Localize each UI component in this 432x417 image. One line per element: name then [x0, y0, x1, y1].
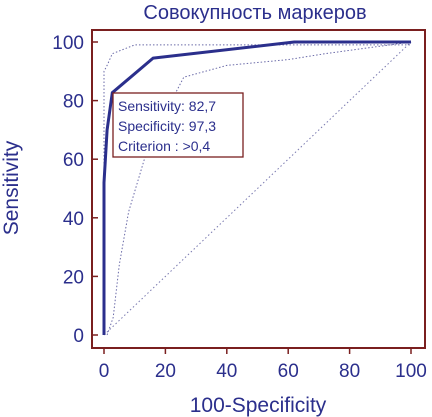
y-axis-ticks: 0 20 40 60 80 100: [52, 33, 98, 347]
x-axis-ticks: 0 20 40 60 80 100: [99, 348, 427, 382]
annotation-criterion: Criterion : >0,4: [118, 138, 210, 154]
chart-title: Совокупность маркеров: [143, 2, 366, 24]
x-axis-label: 100-Specificity: [190, 394, 327, 417]
y-tick-label: 100: [52, 33, 84, 54]
x-tick-label: 100: [395, 361, 427, 382]
x-tick-label: 0: [99, 361, 110, 382]
y-tick-label: 40: [63, 209, 84, 230]
plot-lines: [102, 40, 412, 336]
criterion-annotation: Sensitivity: 82,7 Specificity: 97,3 Crit…: [112, 92, 244, 158]
y-tick-label: 0: [73, 326, 84, 347]
x-tick-label: 60: [278, 361, 299, 382]
y-axis-label: Sensitivity: [0, 140, 23, 235]
diagonal-reference-line: [103, 41, 412, 336]
roc-curve-line: [102, 40, 411, 335]
annotation-sensitivity: Sensitivity: 82,7: [118, 98, 216, 114]
plot-frame: [91, 29, 426, 349]
annotation-box: [112, 92, 244, 158]
x-tick-label: 80: [339, 361, 360, 382]
y-tick-label: 60: [63, 150, 84, 171]
y-tick-label: 20: [63, 267, 84, 288]
y-tick-label: 80: [63, 92, 84, 113]
x-tick-label: 40: [216, 361, 237, 382]
x-tick-label: 20: [155, 361, 176, 382]
annotation-specificity: Specificity: 97,3: [118, 118, 216, 134]
upper-confidence-line: [103, 44, 411, 335]
